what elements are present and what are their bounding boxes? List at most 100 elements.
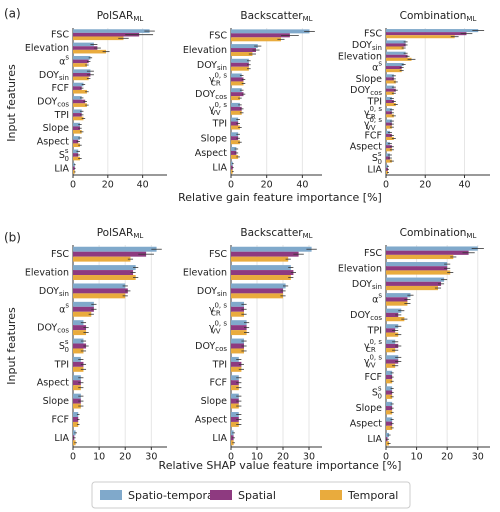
y-tick-label-text: γ [364, 356, 370, 367]
panel-label: (b) [4, 231, 21, 245]
panel-title-text: Combination [400, 10, 467, 22]
bar [386, 32, 467, 36]
y-tick-label-text: Elevation [25, 267, 69, 278]
y-tick-label-text: γ [209, 322, 215, 333]
bar [386, 66, 402, 70]
y-tick-label-sub: sin [217, 64, 227, 72]
y-tick-label: FSC [364, 28, 382, 39]
bar [73, 139, 79, 144]
bar [231, 58, 249, 63]
y-tick-label-sup: 0, s [369, 354, 382, 362]
y-tick-label-text: DOY [197, 285, 217, 296]
y-tick-label: FSC [51, 29, 69, 40]
bar [386, 148, 392, 152]
bar [386, 74, 394, 78]
x-tick-label: 20 [119, 452, 131, 463]
y-tick-label-sub: cos [215, 345, 227, 353]
x-tick-label: 0 [383, 452, 389, 463]
bar [386, 328, 396, 333]
y-tick-label-text: LIA [54, 432, 69, 443]
y-tick-label-text: Aspect [195, 147, 228, 158]
y-tick-label: FCF [51, 83, 69, 94]
y-tick-label-sub: cos [57, 327, 69, 335]
y-tick-label: LIA [367, 434, 382, 445]
y-tick-label: αs [59, 53, 69, 66]
bar [73, 301, 94, 307]
bar [386, 91, 394, 95]
y-tick-label: FSC [51, 249, 69, 260]
y-tick-label-text: TPI [54, 359, 69, 370]
bar [386, 339, 396, 344]
bar [231, 81, 244, 86]
x-tick-label: 40 [296, 180, 308, 191]
bar [73, 275, 136, 280]
y-tick-label-text: Aspect [350, 141, 383, 152]
y-tick-label-text: S [372, 153, 378, 164]
bar [231, 102, 240, 107]
y-tick-label: FCF [364, 130, 382, 141]
y-tick-label: γ0, s VV [209, 320, 228, 336]
bar [231, 106, 242, 111]
y-tick-label-sup: 0, s [369, 116, 382, 124]
bar [386, 108, 392, 112]
y-tick-label-text: FCF [364, 130, 382, 141]
bar [73, 149, 79, 154]
y-axis-label: Input features [5, 64, 18, 142]
legend-swatch [100, 490, 122, 500]
bar [386, 297, 408, 302]
y-tick-label-text: Aspect [195, 414, 228, 425]
bar [386, 46, 404, 50]
bar [386, 406, 393, 411]
bar [386, 262, 448, 267]
y-tick-label-text: Aspect [350, 418, 383, 429]
x-tick-label: 0 [383, 180, 389, 191]
bar [73, 385, 81, 391]
bar [73, 246, 157, 252]
bar [73, 103, 87, 107]
bar [231, 306, 244, 312]
x-tick-label: 20 [441, 452, 453, 463]
bar [386, 343, 399, 349]
bar [386, 96, 392, 100]
x-tick-label: 10 [411, 452, 423, 463]
x-tick-label: 0 [228, 452, 234, 463]
bar [386, 370, 393, 375]
bar [231, 356, 239, 362]
y-tick-label: TPI [54, 359, 69, 370]
y-tick-label-sub: 0 [378, 393, 382, 401]
bar [73, 89, 87, 94]
bar [386, 85, 394, 89]
y-tick-label-sup: s [65, 301, 69, 309]
bar [386, 425, 393, 430]
y-tick-label-text: γ [364, 341, 370, 352]
y-tick-label-sub: CR [366, 346, 376, 354]
y-tick-label-text: FSC [51, 29, 69, 40]
y-tick-label-text: FSC [364, 247, 382, 258]
panel-title: PolSARML [97, 10, 144, 23]
y-tick-label-text: TPI [212, 359, 227, 370]
bar [73, 288, 128, 294]
y-tick-label-sub: cos [370, 314, 382, 322]
bar [231, 361, 242, 367]
y-tick-label-text: FSC [209, 249, 227, 260]
y-tick-label-text: DOY [39, 285, 59, 296]
bar [73, 96, 82, 100]
bar [386, 57, 412, 61]
y-tick-label: DOYsin [352, 278, 382, 291]
y-tick-label-sub: cos [370, 89, 382, 97]
y-tick-label-text: DOY [195, 89, 215, 100]
bar [231, 154, 239, 159]
bar [231, 132, 239, 137]
bar [386, 35, 455, 39]
bar [73, 325, 87, 331]
bar [231, 283, 286, 289]
bar [73, 416, 79, 422]
legend-label: Spatial [238, 489, 276, 502]
y-tick-label: LIA [367, 164, 382, 175]
y-tick-label: DOYcos [350, 309, 382, 322]
y-tick-label-text: DOY [350, 85, 370, 96]
bar [73, 251, 147, 257]
y-tick-label: γ0, s CR [209, 301, 228, 317]
y-tick-label-text: γ [209, 103, 215, 114]
